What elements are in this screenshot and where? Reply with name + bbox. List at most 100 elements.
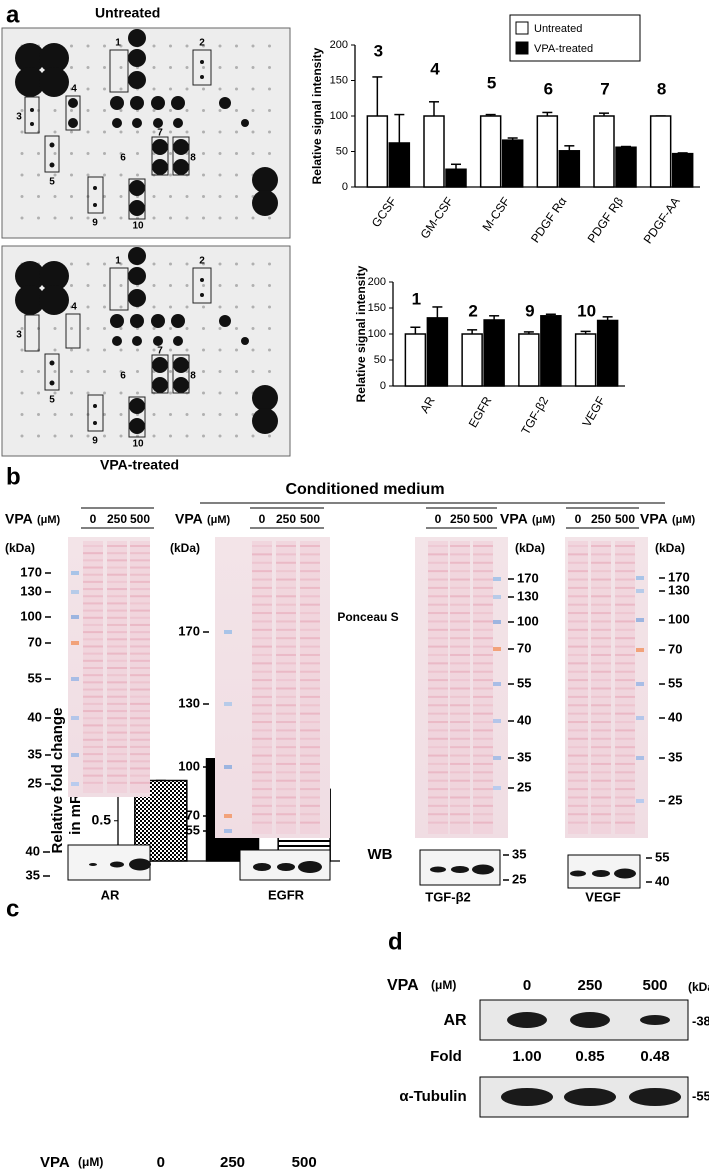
gel-band bbox=[473, 570, 493, 573]
treatment-label: VPA bbox=[500, 511, 528, 527]
gel-band bbox=[568, 570, 588, 573]
gel-band bbox=[428, 754, 448, 757]
gel-band bbox=[615, 578, 635, 581]
gel-band bbox=[83, 573, 103, 576]
kda-marker: 70 bbox=[186, 807, 200, 822]
legend-label: Untreated bbox=[534, 23, 582, 35]
gel-band bbox=[252, 679, 272, 682]
gel-band bbox=[615, 645, 635, 648]
gel-band bbox=[252, 813, 272, 816]
blot-spot bbox=[20, 216, 24, 220]
spot-label: 3 bbox=[16, 112, 22, 123]
kda-marker: 25 bbox=[517, 779, 531, 794]
gel-band bbox=[107, 602, 127, 605]
blot-spot bbox=[235, 87, 238, 91]
blot-spot bbox=[128, 267, 146, 285]
blot-spot bbox=[169, 391, 172, 395]
blot-spot bbox=[235, 434, 238, 438]
gel-band bbox=[568, 721, 588, 724]
gel-band bbox=[276, 670, 296, 673]
gel-band bbox=[300, 620, 320, 623]
kda-marker: 25 bbox=[668, 792, 682, 807]
blot-spot bbox=[235, 109, 238, 112]
gel-band bbox=[276, 695, 296, 698]
gel-band bbox=[428, 712, 448, 715]
blot-spot bbox=[86, 434, 90, 438]
wb-band bbox=[253, 863, 271, 871]
treatment-label: VPA bbox=[175, 511, 203, 527]
x-tick-label: PDGF Rα bbox=[528, 194, 569, 245]
ladder-band bbox=[71, 753, 79, 757]
blot-spot bbox=[86, 262, 90, 266]
blot-spot bbox=[20, 413, 24, 416]
blot-spot bbox=[218, 348, 222, 352]
gel-band bbox=[568, 804, 588, 807]
kda-label: (kDa) bbox=[5, 541, 35, 555]
blot-spot bbox=[86, 391, 90, 395]
blot-spot bbox=[185, 327, 189, 330]
blot-spot bbox=[251, 284, 255, 287]
lane-label: 0 bbox=[259, 512, 266, 526]
bar bbox=[366, 115, 389, 188]
gel-band bbox=[450, 687, 470, 690]
gel-band bbox=[300, 813, 320, 816]
bar bbox=[501, 139, 524, 188]
x-tick-label: 500 bbox=[292, 1154, 317, 1171]
spot-box bbox=[87, 176, 104, 214]
gel-band bbox=[591, 762, 611, 765]
blot-spot bbox=[20, 195, 24, 198]
gel-band bbox=[615, 729, 635, 732]
blot-spot bbox=[185, 413, 189, 416]
fold-value: 0.48 bbox=[640, 1048, 669, 1065]
blot-spot bbox=[37, 370, 40, 373]
gel-band bbox=[276, 754, 296, 757]
blot-spot bbox=[129, 200, 145, 216]
blot-spot bbox=[252, 385, 278, 411]
gel-band bbox=[568, 603, 588, 606]
annotation: 7 bbox=[600, 79, 609, 98]
bar bbox=[423, 115, 445, 188]
blot-spot bbox=[218, 44, 222, 48]
blot-spot bbox=[185, 195, 189, 198]
blot-spot bbox=[235, 130, 238, 134]
blot-spot bbox=[171, 314, 185, 328]
gel-band bbox=[450, 545, 470, 547]
gel-band bbox=[83, 566, 103, 569]
gel-band bbox=[450, 729, 470, 732]
gel-band bbox=[428, 670, 448, 673]
gel-band bbox=[615, 553, 635, 556]
blot-spot bbox=[251, 66, 255, 69]
gel-band bbox=[83, 659, 103, 662]
blot-spot bbox=[252, 408, 278, 434]
blot-spot bbox=[152, 87, 156, 91]
ladder-band bbox=[636, 682, 644, 686]
gel-band bbox=[107, 674, 127, 677]
spot-label: 4 bbox=[71, 84, 77, 95]
blot-spot bbox=[152, 377, 168, 393]
blot-spot bbox=[103, 348, 106, 352]
gel-band bbox=[276, 620, 296, 623]
treatment-label: VPA bbox=[387, 977, 419, 994]
blot-spot bbox=[119, 109, 123, 112]
y-axis-label: Relative signal intensity bbox=[354, 265, 368, 402]
gel-band bbox=[130, 566, 150, 569]
blot-spot bbox=[202, 152, 205, 155]
gel-band bbox=[591, 570, 611, 573]
blot-spot bbox=[39, 43, 69, 73]
gel-band bbox=[591, 578, 611, 581]
blot-spot bbox=[103, 284, 106, 287]
gel-band bbox=[83, 638, 103, 641]
gel-band bbox=[591, 746, 611, 749]
blot-spot bbox=[251, 130, 255, 134]
spot-box bbox=[44, 135, 60, 173]
lane-label: 0 bbox=[435, 512, 442, 526]
legend-box bbox=[509, 14, 641, 62]
spot-label: 10 bbox=[132, 221, 144, 232]
blot-spot bbox=[218, 216, 222, 220]
blot-spot bbox=[86, 130, 90, 134]
spot-label: 10 bbox=[132, 439, 144, 450]
blot-spot bbox=[93, 186, 97, 190]
gel-band bbox=[252, 771, 272, 774]
blot-spot bbox=[169, 327, 172, 330]
